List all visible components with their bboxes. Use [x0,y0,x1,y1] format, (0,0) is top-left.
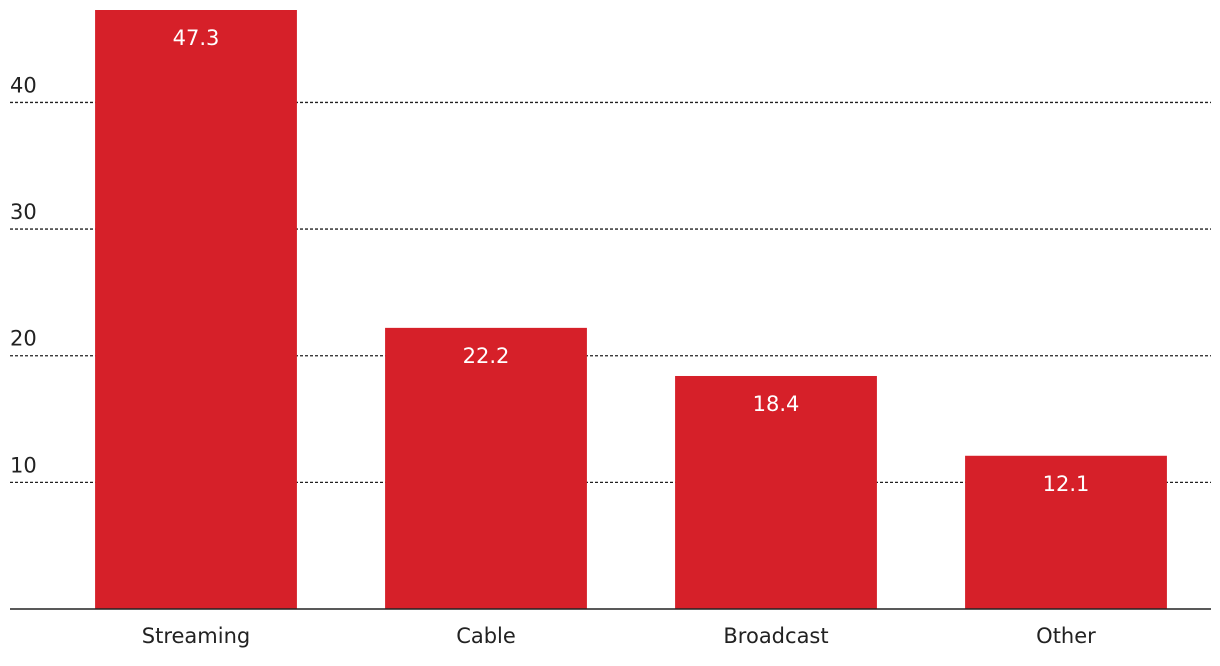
x-tick-label: Other [1036,624,1096,648]
y-tick-label: 30 [10,200,37,224]
value-label: 47.3 [173,26,220,50]
bar [95,10,297,609]
value-label: 22.2 [463,344,510,368]
bar [965,455,1167,609]
y-tick-label: 40 [10,73,37,97]
y-tick-label: 20 [10,327,37,351]
x-tick-label: Cable [456,624,516,648]
bar [675,375,877,609]
value-label: 18.4 [753,392,800,416]
bar [385,327,587,609]
x-tick-label: Streaming [142,624,250,648]
x-tick-label: Broadcast [723,624,828,648]
y-tick-label: 10 [10,453,37,477]
value-label: 12.1 [1043,472,1090,496]
